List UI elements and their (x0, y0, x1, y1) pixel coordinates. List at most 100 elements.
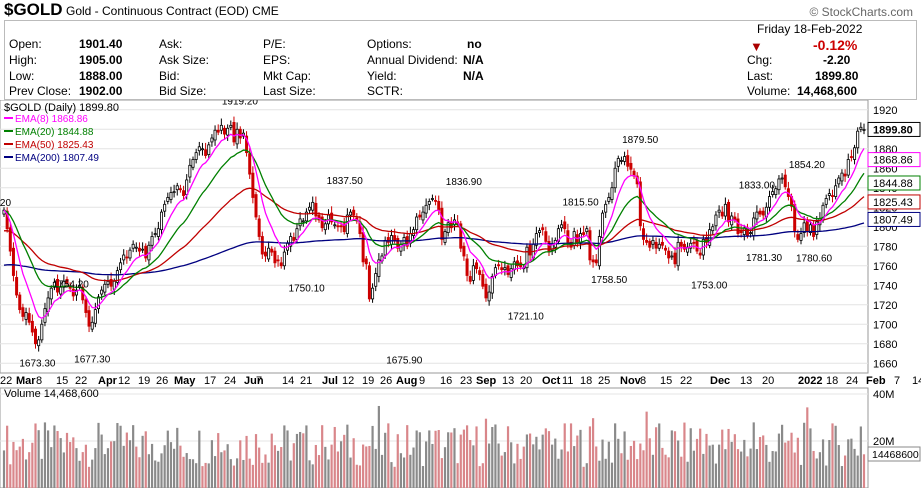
x-tick-label: Dec (710, 375, 730, 387)
last-size-label: Last Size: (263, 84, 316, 98)
volume-bar (591, 418, 595, 488)
volume-bar (173, 448, 176, 488)
high-label: High: (9, 53, 38, 67)
volume-bar (519, 458, 522, 488)
volume-bar (198, 430, 201, 488)
volume-bar (478, 466, 481, 488)
volume-bar (343, 434, 346, 488)
volume-bar (119, 425, 122, 488)
candle-body (648, 240, 652, 248)
volume-bar (538, 449, 541, 488)
candle-body (399, 243, 403, 252)
volume-bar (780, 424, 784, 488)
price-annotation: 1758.50 (591, 275, 628, 286)
volume-bar (434, 430, 437, 488)
right-label-value: 1844.88 (873, 178, 913, 190)
volume-bar (195, 463, 198, 488)
candle-body (282, 251, 286, 267)
volume-bar (762, 435, 765, 488)
candle-body (219, 124, 223, 131)
candle-body (853, 147, 857, 160)
volume-bar (837, 445, 840, 488)
candle-body (582, 232, 586, 235)
candle-body (484, 283, 488, 299)
volume-bar (91, 459, 94, 488)
candle-body (254, 194, 258, 218)
candle-body (267, 247, 271, 260)
volume-bar (97, 422, 100, 488)
volume-bar (749, 448, 752, 488)
volume-bar (475, 426, 478, 488)
x-tick-label: Oct (542, 375, 561, 387)
volume-bar (40, 458, 43, 488)
volume-bar (582, 466, 585, 488)
volume-bar (409, 454, 412, 488)
volume-bar (421, 466, 425, 488)
candle-body (166, 197, 170, 202)
volume-bar (349, 457, 352, 488)
candle-body (273, 250, 277, 264)
volume-bar (844, 455, 847, 488)
volume-bar (163, 445, 166, 488)
candle-body (122, 254, 126, 261)
x-tick-label: 7 (256, 375, 262, 387)
right-label-box (867, 121, 921, 137)
candle-body (248, 153, 252, 175)
x-tick-label: Jun (244, 375, 264, 387)
volume-bar (299, 431, 302, 488)
candle-body (304, 211, 308, 222)
volume-bar (563, 423, 566, 488)
volume-bar (673, 431, 677, 488)
x-tick-label: 14 (282, 375, 294, 387)
candle-body (591, 259, 595, 263)
volume-bar (69, 442, 72, 488)
volume-bar (639, 443, 642, 488)
candle-body (216, 129, 220, 133)
candle-body (298, 218, 302, 227)
volume-bar (374, 448, 377, 488)
right-label-box (867, 211, 921, 227)
candle-body (563, 221, 567, 230)
price-annotation: 1833.00 (739, 181, 776, 192)
volume-bar (758, 437, 762, 488)
volume-last-value: 14468600 (872, 449, 919, 461)
candle-body (160, 211, 164, 231)
volume-bar (604, 458, 607, 488)
volume-bar (226, 444, 229, 488)
volume-bar (236, 458, 239, 488)
candle-body (364, 258, 368, 265)
candle-body (585, 228, 589, 233)
candle-body (415, 216, 419, 231)
candle-body (377, 259, 381, 277)
candle-body (386, 237, 390, 243)
volume-bar (251, 464, 254, 488)
ask-label: Ask: (159, 37, 183, 51)
candle-body (18, 294, 22, 311)
candle-body (424, 204, 428, 214)
y-tick-label: 1700 (873, 319, 897, 331)
volume-bar (614, 423, 617, 488)
candle-body (682, 243, 686, 250)
eps-label: EPS: (263, 53, 291, 67)
volume-bar (535, 436, 538, 488)
candle-body (802, 222, 806, 233)
candle-body (641, 228, 645, 240)
price-annotation: 1781.30 (746, 253, 783, 264)
candle-body (780, 177, 784, 180)
candle-body (144, 245, 148, 259)
right-label-value: 1868.86 (873, 155, 913, 167)
volume-bar (365, 446, 368, 488)
chart-header: $GOLD Gold - Continuous Contract (EOD) C… (0, 0, 921, 20)
description-text: Gold - Continuous Contract (EOD) (66, 4, 249, 18)
volume-bar (217, 433, 220, 488)
yield-value: N/A (463, 69, 484, 83)
volume-bar (554, 438, 557, 488)
candle-body (500, 267, 504, 271)
low-value: 1888.00 (79, 69, 123, 83)
volume-bar (396, 434, 399, 488)
volume-bar (377, 405, 380, 488)
pe-label: P/E: (263, 37, 286, 51)
volume-bar (462, 429, 466, 488)
volume-last-box (867, 446, 921, 462)
bid-size-label: Bid Size: (159, 84, 207, 98)
